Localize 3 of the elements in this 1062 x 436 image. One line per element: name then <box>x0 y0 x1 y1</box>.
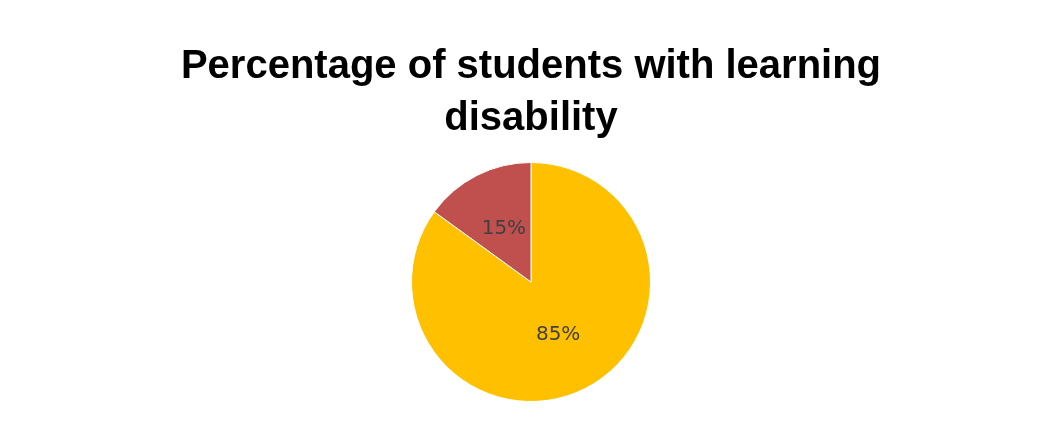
data-label: 15% <box>481 214 527 239</box>
chart-title: Percentage of students with learning disability <box>179 41 883 140</box>
data-label: 85% <box>535 321 581 346</box>
